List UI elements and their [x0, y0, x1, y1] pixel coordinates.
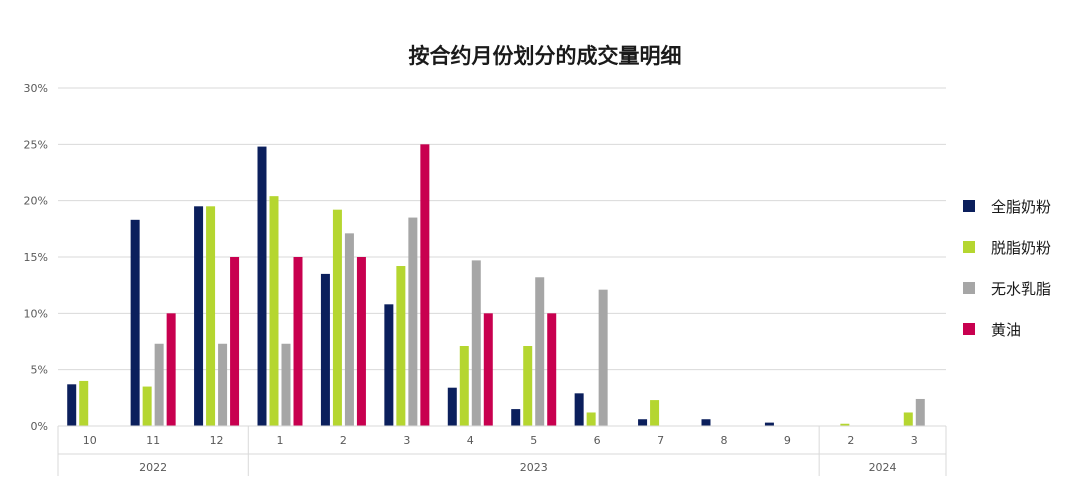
bar [471, 260, 481, 426]
x-tick-label: 5 [530, 434, 537, 447]
legend-swatch [963, 241, 975, 253]
bar [396, 266, 406, 426]
bar [356, 257, 366, 426]
bar [547, 313, 557, 426]
bar [764, 422, 774, 426]
x-tick-label: 4 [467, 434, 474, 447]
bar [67, 384, 77, 426]
x-tick-label: 12 [210, 434, 224, 447]
bar [293, 257, 303, 426]
bar [598, 289, 608, 426]
y-tick-label: 5% [31, 364, 48, 377]
legend-swatch [963, 323, 975, 335]
x-group-label: 2023 [520, 461, 548, 474]
x-tick-label: 11 [146, 434, 160, 447]
x-tick-label: 9 [784, 434, 791, 447]
x-tick-label: 6 [594, 434, 601, 447]
bar [194, 206, 204, 426]
x-tick-label: 7 [657, 434, 664, 447]
bar [420, 144, 430, 427]
y-tick-label: 20% [24, 195, 48, 208]
bar [535, 277, 545, 426]
bar [408, 217, 418, 426]
x-tick-label: 8 [721, 434, 728, 447]
y-tick-label: 0% [31, 420, 48, 433]
y-tick-label: 25% [24, 138, 48, 151]
bar [154, 343, 164, 426]
x-tick-label: 3 [403, 434, 410, 447]
bar [332, 209, 342, 426]
bar [320, 273, 330, 426]
bar [130, 219, 140, 426]
bar [166, 313, 176, 426]
legend-swatch [963, 282, 975, 294]
bar [459, 346, 469, 426]
bar [840, 423, 850, 426]
legend-label: 全脂奶粉 [991, 198, 1051, 216]
legend-label: 脱脂奶粉 [991, 239, 1051, 257]
bar [257, 146, 267, 426]
bar [344, 233, 354, 426]
bar [384, 304, 394, 426]
bar [701, 419, 711, 426]
legend-label: 无水乳脂 [991, 280, 1051, 298]
legend-swatch [963, 200, 975, 212]
bar [915, 398, 925, 426]
bar [903, 412, 913, 426]
chart-title: 按合约月份划分的成交量明细 [408, 44, 682, 68]
bar [79, 380, 89, 426]
bar [142, 386, 152, 426]
bar [523, 346, 533, 426]
x-tick-label: 10 [83, 434, 97, 447]
bar [218, 343, 228, 426]
bar [447, 387, 457, 426]
x-group-label: 2024 [869, 461, 897, 474]
y-tick-label: 30% [24, 82, 48, 95]
y-tick-label: 10% [24, 307, 48, 320]
x-tick-label: 2 [340, 434, 347, 447]
bar [206, 206, 216, 426]
bar [281, 343, 291, 426]
bar [574, 393, 584, 426]
x-tick-label: 3 [911, 434, 918, 447]
x-group-label: 2022 [139, 461, 167, 474]
bar [638, 419, 648, 426]
bar [511, 409, 521, 426]
legend-label: 黄油 [991, 321, 1021, 339]
bar [483, 313, 493, 426]
y-tick-label: 15% [24, 251, 48, 264]
bar [586, 412, 596, 426]
bar [650, 400, 660, 426]
x-tick-label: 2 [847, 434, 854, 447]
bar [269, 196, 279, 426]
x-tick-label: 1 [277, 434, 284, 447]
bar [230, 257, 240, 426]
